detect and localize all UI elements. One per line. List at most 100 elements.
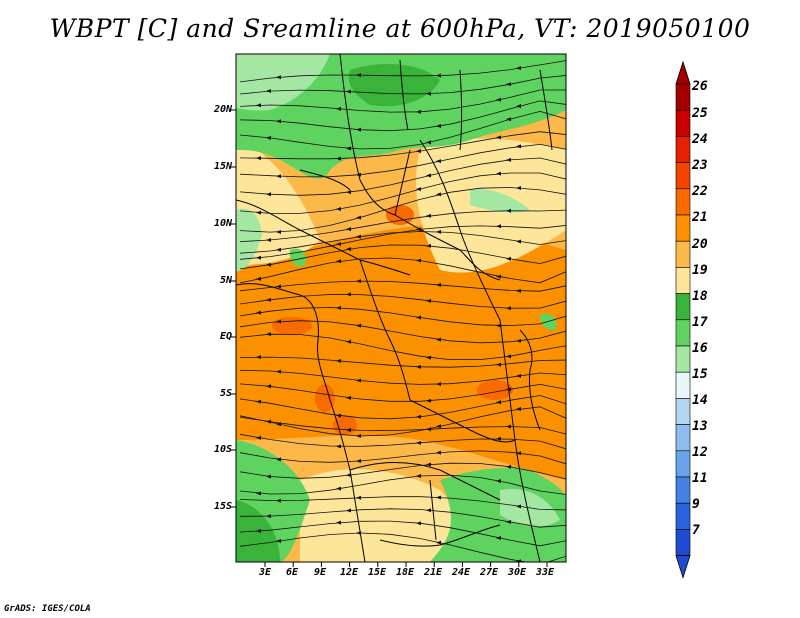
- streamline-arrow: [426, 508, 431, 513]
- streamline-arrow: [346, 473, 351, 478]
- field-green-north: [236, 54, 566, 179]
- streamline-arrow: [336, 207, 341, 212]
- streamline-arrow: [266, 192, 271, 197]
- streamline-arrow: [256, 156, 261, 161]
- streamline-arrow: [356, 323, 361, 328]
- streamline-arrow: [436, 192, 441, 197]
- chart-title: WBPT [C] and Sreamline at 600hPa, VT: 20…: [49, 14, 751, 43]
- lat-label-5n: 5N: [219, 275, 232, 286]
- field-hot-3: [477, 380, 513, 400]
- colorbar-swatch: [675, 267, 691, 294]
- streamline: [239, 294, 566, 309]
- field-green-w: [236, 208, 262, 272]
- colorbar-label: 22: [692, 184, 708, 199]
- streamline-arrow: [346, 339, 351, 344]
- lon-label-27e: 27E: [479, 567, 499, 578]
- colorbar-swatch: [675, 188, 691, 216]
- streamline: [239, 280, 566, 292]
- streamline-arrow: [276, 457, 281, 462]
- streamline-arrow: [336, 259, 341, 264]
- streamline-arrow: [346, 190, 351, 195]
- streamline: [239, 187, 566, 233]
- streamline-arrow: [336, 358, 341, 363]
- streamline-arrow: [436, 540, 441, 545]
- field-green-north-pale: [236, 54, 330, 111]
- streamline: [239, 496, 566, 511]
- streamline-arrow: [356, 378, 361, 383]
- streamline-arrow: [436, 337, 441, 342]
- streamline-arrow: [346, 395, 351, 400]
- streamline-arrow: [416, 258, 421, 263]
- streamline-arrow: [506, 424, 511, 429]
- colorbar-label: 12: [692, 445, 708, 460]
- streamline-arrow: [276, 369, 281, 374]
- streamline-arrow: [266, 237, 271, 242]
- streamline: [239, 307, 566, 327]
- streamline-arrow: [416, 109, 421, 114]
- streamlines: [239, 60, 566, 562]
- streamline-arrow: [506, 306, 511, 311]
- field-hot-2: [386, 205, 414, 225]
- streamline: [239, 60, 566, 83]
- colorbar-label: 26: [692, 79, 708, 94]
- colorbar-swatch: [675, 109, 691, 137]
- colorbar-swatch: [675, 83, 691, 111]
- lon-label-33e: 33E: [535, 567, 555, 578]
- colorbar-swatch: [675, 529, 691, 556]
- colorbar-swatch: [675, 345, 691, 373]
- lat-label-5s: 5S: [219, 388, 232, 399]
- streamline-arrow: [256, 399, 261, 404]
- colorbar: [675, 60, 691, 579]
- credit-text: GrADS: IGES/COLA: [4, 604, 91, 614]
- streamline-arrow: [516, 559, 521, 562]
- colorbar-swatch: [675, 162, 691, 190]
- streamline-arrow: [516, 451, 521, 456]
- colorbar-label: 9: [692, 497, 700, 512]
- streamline-arrow: [496, 362, 501, 367]
- streamline-arrow: [266, 135, 271, 140]
- streamline: [239, 333, 566, 360]
- streamline-arrow: [256, 529, 261, 534]
- colorbar-label: 7: [692, 523, 700, 538]
- streamline-arrow: [416, 414, 421, 419]
- field-yellow-s: [300, 469, 459, 562]
- streamline-arrow: [356, 127, 361, 132]
- streamline-arrow: [356, 279, 361, 284]
- streamline: [239, 143, 566, 178]
- streamline-arrow: [356, 459, 361, 464]
- streamline: [239, 462, 566, 480]
- streamline-arrow: [436, 450, 441, 455]
- streamline-arrow: [276, 247, 281, 252]
- lat-label-eq: EQ: [219, 331, 232, 342]
- streamline-arrow: [496, 97, 501, 102]
- streamline-arrow: [496, 274, 501, 279]
- colorbar-swatch: [675, 450, 691, 478]
- streamline-arrow: [426, 427, 431, 432]
- streamline: [239, 231, 566, 254]
- streamline-arrow: [276, 229, 281, 234]
- streamline-arrow: [336, 413, 341, 418]
- streamline-arrow: [276, 174, 281, 179]
- streamline-arrow: [346, 508, 351, 513]
- streamline-arrow: [506, 519, 511, 524]
- streamline-arrow: [426, 462, 431, 467]
- streamline-arrow: [266, 419, 271, 424]
- streamline: [239, 450, 566, 465]
- colorbar-swatch: [675, 371, 691, 399]
- streamline-arrow: [516, 239, 521, 244]
- lon-label-21e: 21E: [423, 567, 443, 578]
- streamline: [239, 508, 566, 528]
- streamline: [239, 383, 566, 402]
- streamline-arrow: [496, 436, 501, 441]
- streamline-arrow: [426, 298, 431, 303]
- colorbar-swatch: [675, 319, 691, 347]
- streamline: [239, 89, 566, 113]
- streamline-arrow: [516, 66, 521, 71]
- streamline: [239, 75, 566, 95]
- field-green-se: [430, 468, 566, 562]
- colorbar-swatch: [675, 214, 691, 242]
- colorbar-label: 25: [692, 106, 708, 121]
- colorbar-label: 21: [692, 210, 708, 225]
- streamline-arrow: [336, 520, 341, 525]
- streamline-arrow: [426, 355, 431, 360]
